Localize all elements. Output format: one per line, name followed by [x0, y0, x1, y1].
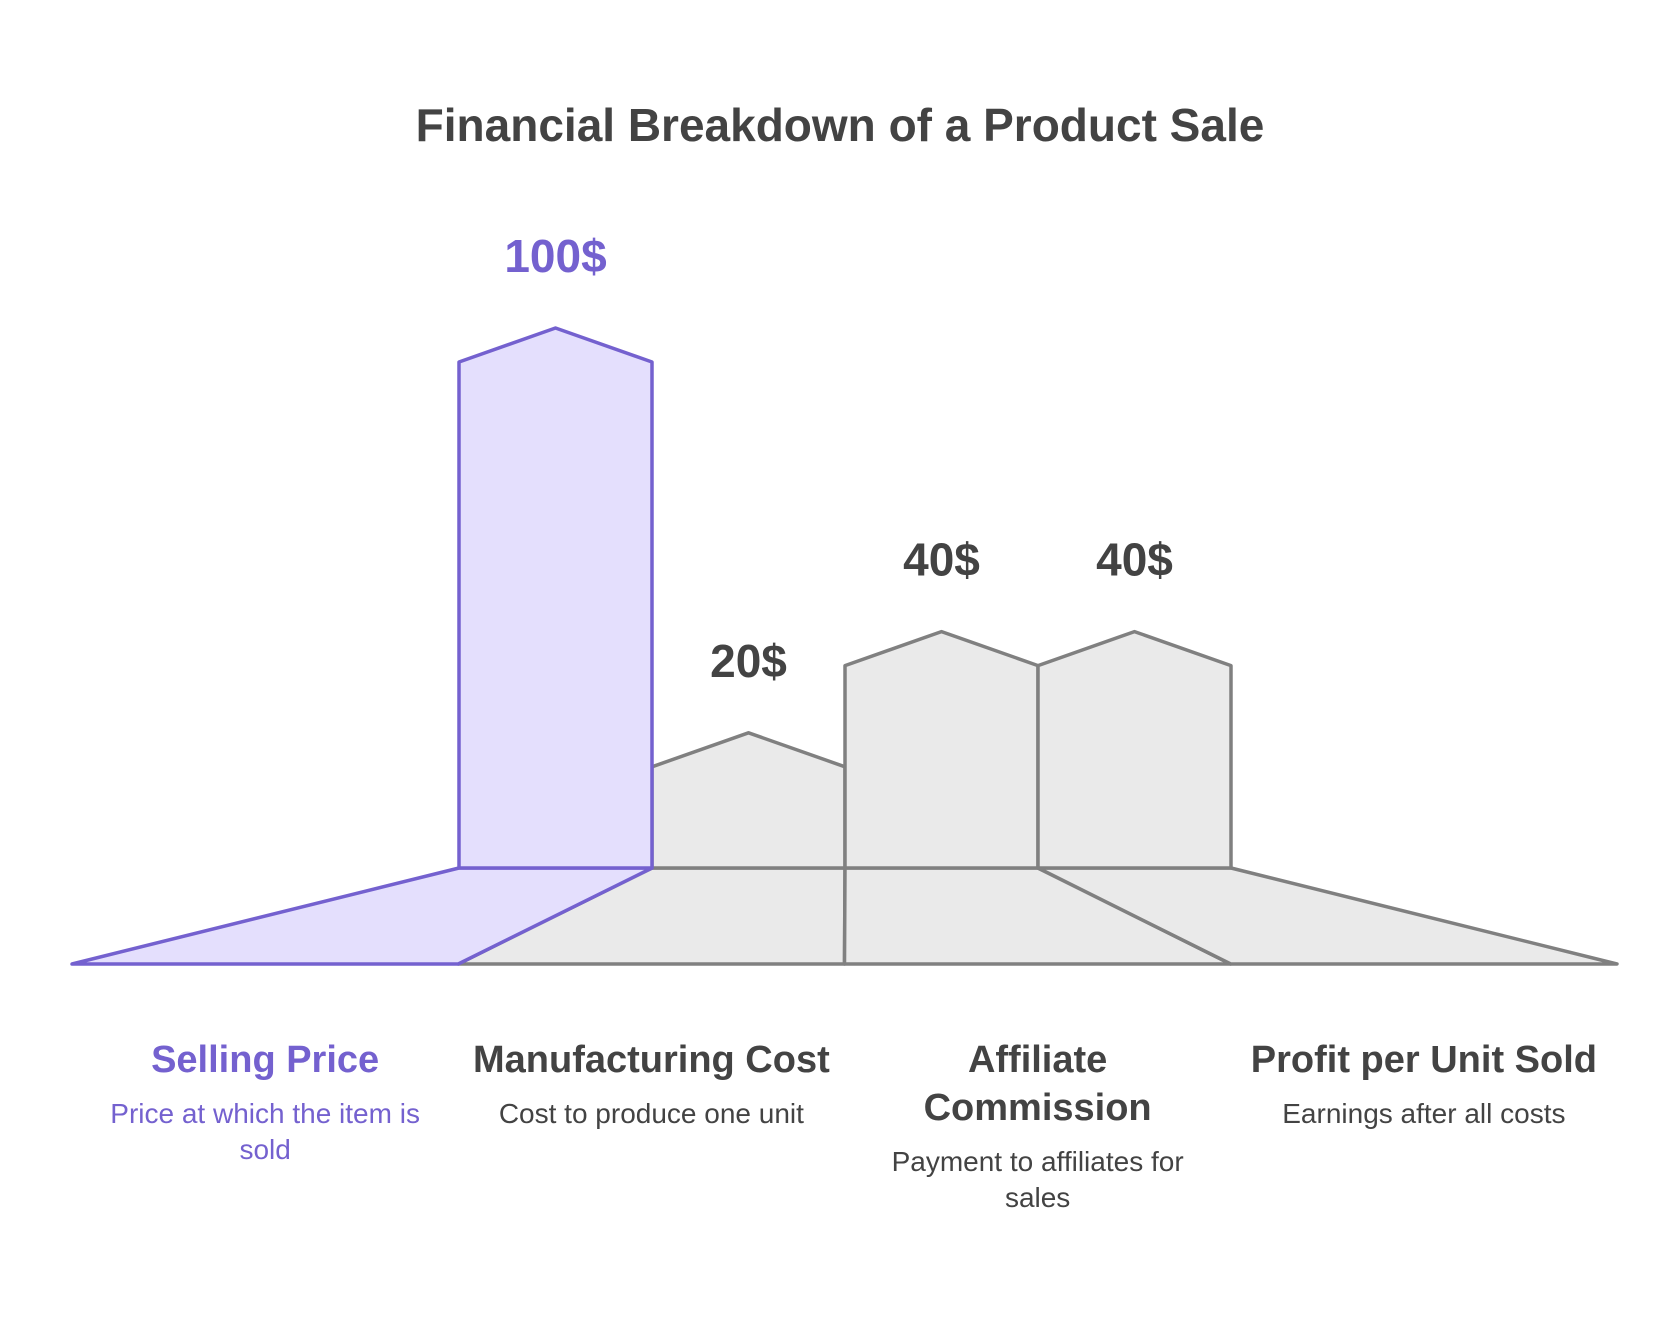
category-label-selling-price: Selling Price Price at which the item is… [85, 1036, 445, 1168]
category-description: Payment to affiliates for sales [891, 1146, 1184, 1213]
chart-title: Financial Breakdown of a Product Sale [415, 99, 1265, 151]
bar [650, 731, 847, 870]
category-name: Affiliate Commission [923, 1039, 1152, 1129]
category-name: Selling Price [151, 1039, 380, 1081]
bar [843, 629, 1040, 870]
value-label: 100$ [504, 230, 606, 282]
category-label-affiliate-commission: Affiliate Commission Payment to affiliat… [858, 1036, 1218, 1216]
value-label: 20$ [710, 635, 787, 687]
value-label: 40$ [903, 534, 980, 586]
category-description: Earnings after all costs [1282, 1098, 1566, 1129]
category-description: Cost to produce one unit [498, 1098, 804, 1129]
category-label-profit-per-unit: Profit per Unit Sold Earnings after all … [1244, 1036, 1604, 1132]
bar [457, 326, 654, 870]
category-name: Manufacturing Cost [472, 1039, 830, 1081]
value-label: 40$ [1096, 534, 1173, 586]
category-name: Profit per Unit Sold [1250, 1039, 1597, 1081]
category-description: Price at which the item is sold [110, 1098, 420, 1165]
bar [1036, 629, 1233, 870]
category-label-manufacturing-cost: Manufacturing Cost Cost to produce one u… [471, 1036, 831, 1132]
